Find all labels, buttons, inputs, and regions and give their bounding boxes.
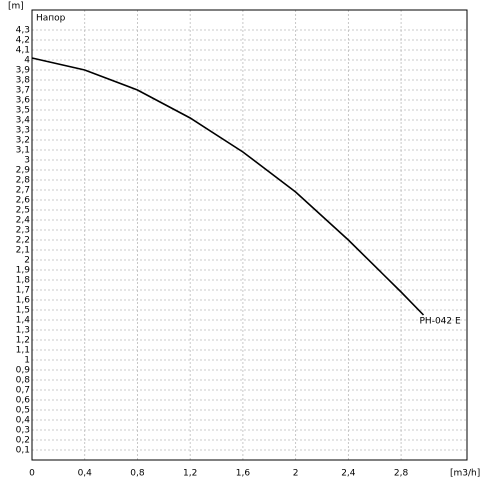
y-tick-label: 4,2 xyxy=(16,36,30,46)
y-tick-label: 2,7 xyxy=(16,186,30,196)
y-tick-label: 0,6 xyxy=(16,396,31,406)
y-tick-label: 3,6 xyxy=(16,96,31,106)
x-tick-label: 0,8 xyxy=(130,469,145,479)
y-tick-label: 0,9 xyxy=(16,366,31,376)
y-tick-label: 4 xyxy=(24,56,30,66)
y-tick-label: 1,5 xyxy=(16,306,30,316)
y-tick-label: 1,9 xyxy=(16,266,31,276)
y-tick-label: 0,3 xyxy=(16,426,30,436)
y-tick-label: 4,3 xyxy=(16,26,30,36)
y-tick-label: 1,2 xyxy=(16,336,30,346)
x-tick-label: 0,4 xyxy=(78,469,93,479)
y-tick-label: 3,3 xyxy=(16,126,30,136)
y-tick-label: 1,3 xyxy=(16,326,30,336)
x-tick-label: 2 xyxy=(293,469,299,479)
y-tick-label: 3,2 xyxy=(16,136,30,146)
y-tick-label: 2,3 xyxy=(16,226,30,236)
y-tick-label: 0,2 xyxy=(16,436,30,446)
y-tick-label: 0,5 xyxy=(16,406,30,416)
x-tick-label: 0 xyxy=(29,469,35,479)
y-tick-label: 2,2 xyxy=(16,236,30,246)
y-tick-label: 3,8 xyxy=(16,76,31,86)
y-tick-label: 2,9 xyxy=(16,166,31,176)
y-tick-label: 1,7 xyxy=(16,286,30,296)
x-tick-label: 1,2 xyxy=(183,469,197,479)
y-tick-label: 1 xyxy=(24,356,30,366)
y-tick-label: 0,4 xyxy=(16,416,31,426)
x-tick-label: 1,6 xyxy=(236,469,251,479)
plot-frame xyxy=(31,9,468,461)
y-tick-label: 1,4 xyxy=(16,316,31,326)
x-tick-label: 2,4 xyxy=(341,469,356,479)
y-tick-label: 2 xyxy=(24,256,30,266)
y-tick-label: 3,5 xyxy=(16,106,30,116)
y-tick-label: 2,4 xyxy=(16,216,31,226)
y-tick-label: 0,7 xyxy=(16,386,30,396)
y-tick-label: 0,1 xyxy=(16,446,30,456)
y-tick-label: 2,8 xyxy=(16,176,31,186)
y-tick-label: 1,8 xyxy=(16,276,31,286)
y-tick-label: 3,4 xyxy=(16,116,31,126)
x-unit: [m3/h] xyxy=(450,469,480,479)
y-unit: [m] xyxy=(8,2,24,12)
y-label: Напор xyxy=(36,14,66,24)
series-label: PH-042 E xyxy=(420,317,461,327)
y-tick-label: 2,1 xyxy=(16,246,30,256)
y-tick-label: 0,8 xyxy=(16,376,31,386)
y-tick-label: 3,1 xyxy=(16,146,30,156)
y-tick-label: 3,7 xyxy=(16,86,30,96)
y-tick-label: 2,5 xyxy=(16,206,30,216)
y-tick-label: 1,1 xyxy=(16,346,30,356)
x-tick-label: 2,8 xyxy=(394,469,409,479)
y-tick-label: 1,6 xyxy=(16,296,31,306)
y-tick-label: 4,1 xyxy=(16,46,30,56)
y-tick-label: 2,6 xyxy=(16,196,31,206)
series-line xyxy=(31,57,425,316)
y-tick-label: 3,9 xyxy=(16,66,31,76)
y-tick-label: 3 xyxy=(24,156,30,166)
